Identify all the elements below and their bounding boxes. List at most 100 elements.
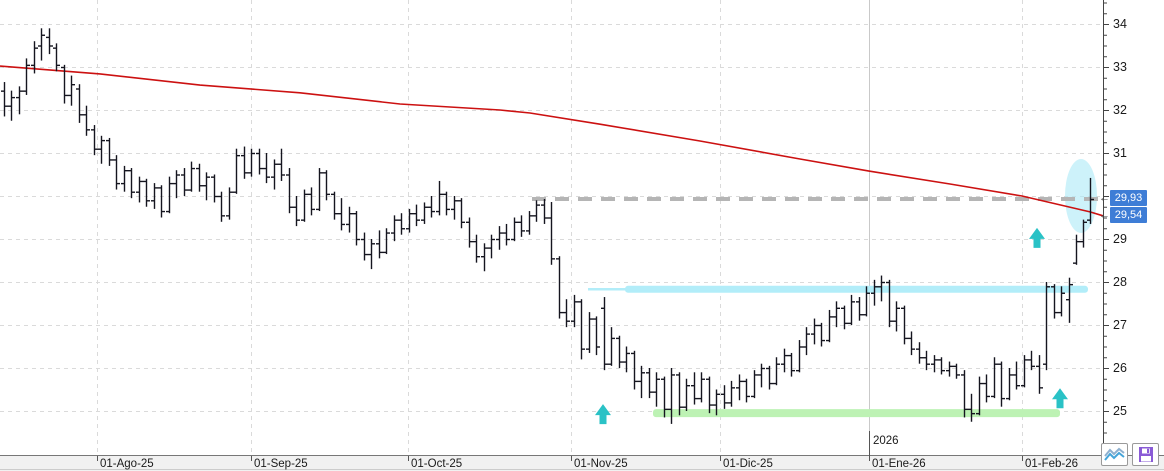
ohlc-bar (421, 202, 428, 224)
ohlc-bar (353, 211, 360, 246)
ohlc-bar (383, 228, 390, 255)
ohlc-bar (781, 348, 788, 373)
ohlc-bar (848, 294, 855, 325)
ohlc-bar (301, 189, 308, 222)
zone-bands[interactable] (588, 285, 1088, 418)
ohlc-bar (428, 196, 435, 218)
ohlc-bar (871, 279, 878, 306)
ohlc-bar (721, 385, 728, 409)
ohlc-bar (23, 58, 30, 95)
ohlc-bar (8, 90, 15, 121)
ohlc-bar (683, 378, 690, 411)
ohlc-bar (181, 168, 188, 196)
ohlc-bar (481, 243, 488, 272)
ohlc-bar (1058, 286, 1065, 317)
ohlc-bar (638, 365, 645, 399)
ohlc-bar (998, 361, 1005, 407)
ohlc-bar (406, 208, 413, 233)
ohlc-bar (1006, 368, 1013, 401)
y-axis-label: 29 (1113, 232, 1127, 246)
ohlc-bar (818, 322, 825, 347)
ohlc-bar (541, 199, 548, 224)
ohlc-bar (1066, 277, 1073, 323)
ohlc-bar (953, 363, 960, 379)
ohlc-bar (1073, 234, 1080, 265)
ohlc-bar (16, 86, 23, 115)
ohlc-bar (166, 176, 173, 214)
ohlc-bar (736, 374, 743, 401)
ohlc-bar (61, 64, 68, 104)
up-arrow-icon (595, 404, 611, 425)
last-price-axis-arrow-icon: ← (1099, 192, 1110, 204)
x-axis: 01-Ago-25 01-Sep-25 01-Oct-25 01-Nov-25 01-D… (0, 435, 1164, 471)
highlight-ellipse-annotation[interactable] (1065, 159, 1097, 233)
ohlc-bar (503, 223, 510, 246)
ohlc-bar (143, 178, 150, 207)
ohlc-bar (488, 234, 495, 259)
y-axis-label: 26 (1113, 361, 1127, 375)
x-axis-label: 01-Oct-25 (411, 458, 462, 470)
buy-signal-arrows[interactable] (595, 227, 1068, 425)
ohlc-bar (931, 355, 938, 373)
compare-indicator-button[interactable] (1101, 443, 1128, 466)
ohlc-bar (338, 198, 345, 231)
ohlc-bar (293, 196, 300, 227)
ohlc-bar (901, 305, 908, 345)
ohlc-bar (518, 215, 525, 237)
ohlc-bar (563, 299, 570, 328)
ohlc-bar (361, 232, 368, 261)
ohlc-bar (788, 352, 795, 377)
ohlc-bar (158, 185, 165, 218)
ohlc-bar (128, 168, 135, 199)
ohlc-bar (631, 350, 638, 390)
up-arrow-icon (1052, 388, 1068, 409)
x-axis-label: 01-Nov-25 (574, 458, 628, 470)
save-button[interactable] (1132, 443, 1159, 466)
x-axis-label: 01-Feb-26 (1025, 458, 1078, 470)
y-axis-label: 28 (1113, 275, 1127, 289)
ohlc-bar (1043, 282, 1050, 371)
ohlc-bar (346, 206, 353, 233)
chart-corner-toolbar (1101, 443, 1159, 466)
ohlc-bar (331, 191, 338, 220)
ohlc-bar (218, 191, 225, 222)
ohlc-bar (548, 202, 555, 265)
ohlc-bar (323, 170, 330, 201)
ohlc-bar (413, 204, 420, 227)
y-axis-label: 27 (1113, 318, 1127, 332)
ohlc-bar (451, 196, 458, 220)
ohlc-bar (76, 84, 83, 123)
ohlc-bar (98, 135, 105, 164)
ohlc-bar (698, 372, 705, 403)
zigzag-compare-icon (1104, 447, 1125, 461)
ohlc-bar (278, 148, 285, 181)
moving-average-line (0, 65, 1104, 217)
ohlc-bar (908, 331, 915, 356)
ohlc-bar (458, 198, 465, 229)
ohlc-bar (376, 230, 383, 259)
ohlc-bar (728, 380, 735, 407)
ohlc-bar (68, 75, 75, 106)
ohlc-bar (751, 370, 758, 399)
ohlc-bar (796, 340, 803, 373)
ohlc-bar (233, 148, 240, 194)
ohlc-bar (586, 312, 593, 353)
ohlc-bar (38, 28, 45, 61)
y-axis-label: 31 (1113, 146, 1127, 160)
ohlc-bar (211, 174, 218, 203)
ohlc-bar (826, 309, 833, 343)
ohlc-bar (653, 372, 660, 407)
ohlc-bar (106, 137, 113, 166)
ma-value-axis-arrow-icon: ← (1099, 209, 1110, 221)
ohlc-bar (803, 327, 810, 356)
ohlc-bar (368, 239, 375, 270)
ohlc-bar (578, 299, 585, 360)
ohlc-bar (1080, 219, 1087, 248)
ohlc-bar (1013, 361, 1020, 390)
ohlc-bar (121, 165, 128, 192)
ohlc-bar (758, 363, 765, 388)
ohlc-bar (316, 168, 323, 212)
ohlc-bar (713, 389, 720, 416)
ma-value-badge: 29,54 (1110, 207, 1147, 223)
